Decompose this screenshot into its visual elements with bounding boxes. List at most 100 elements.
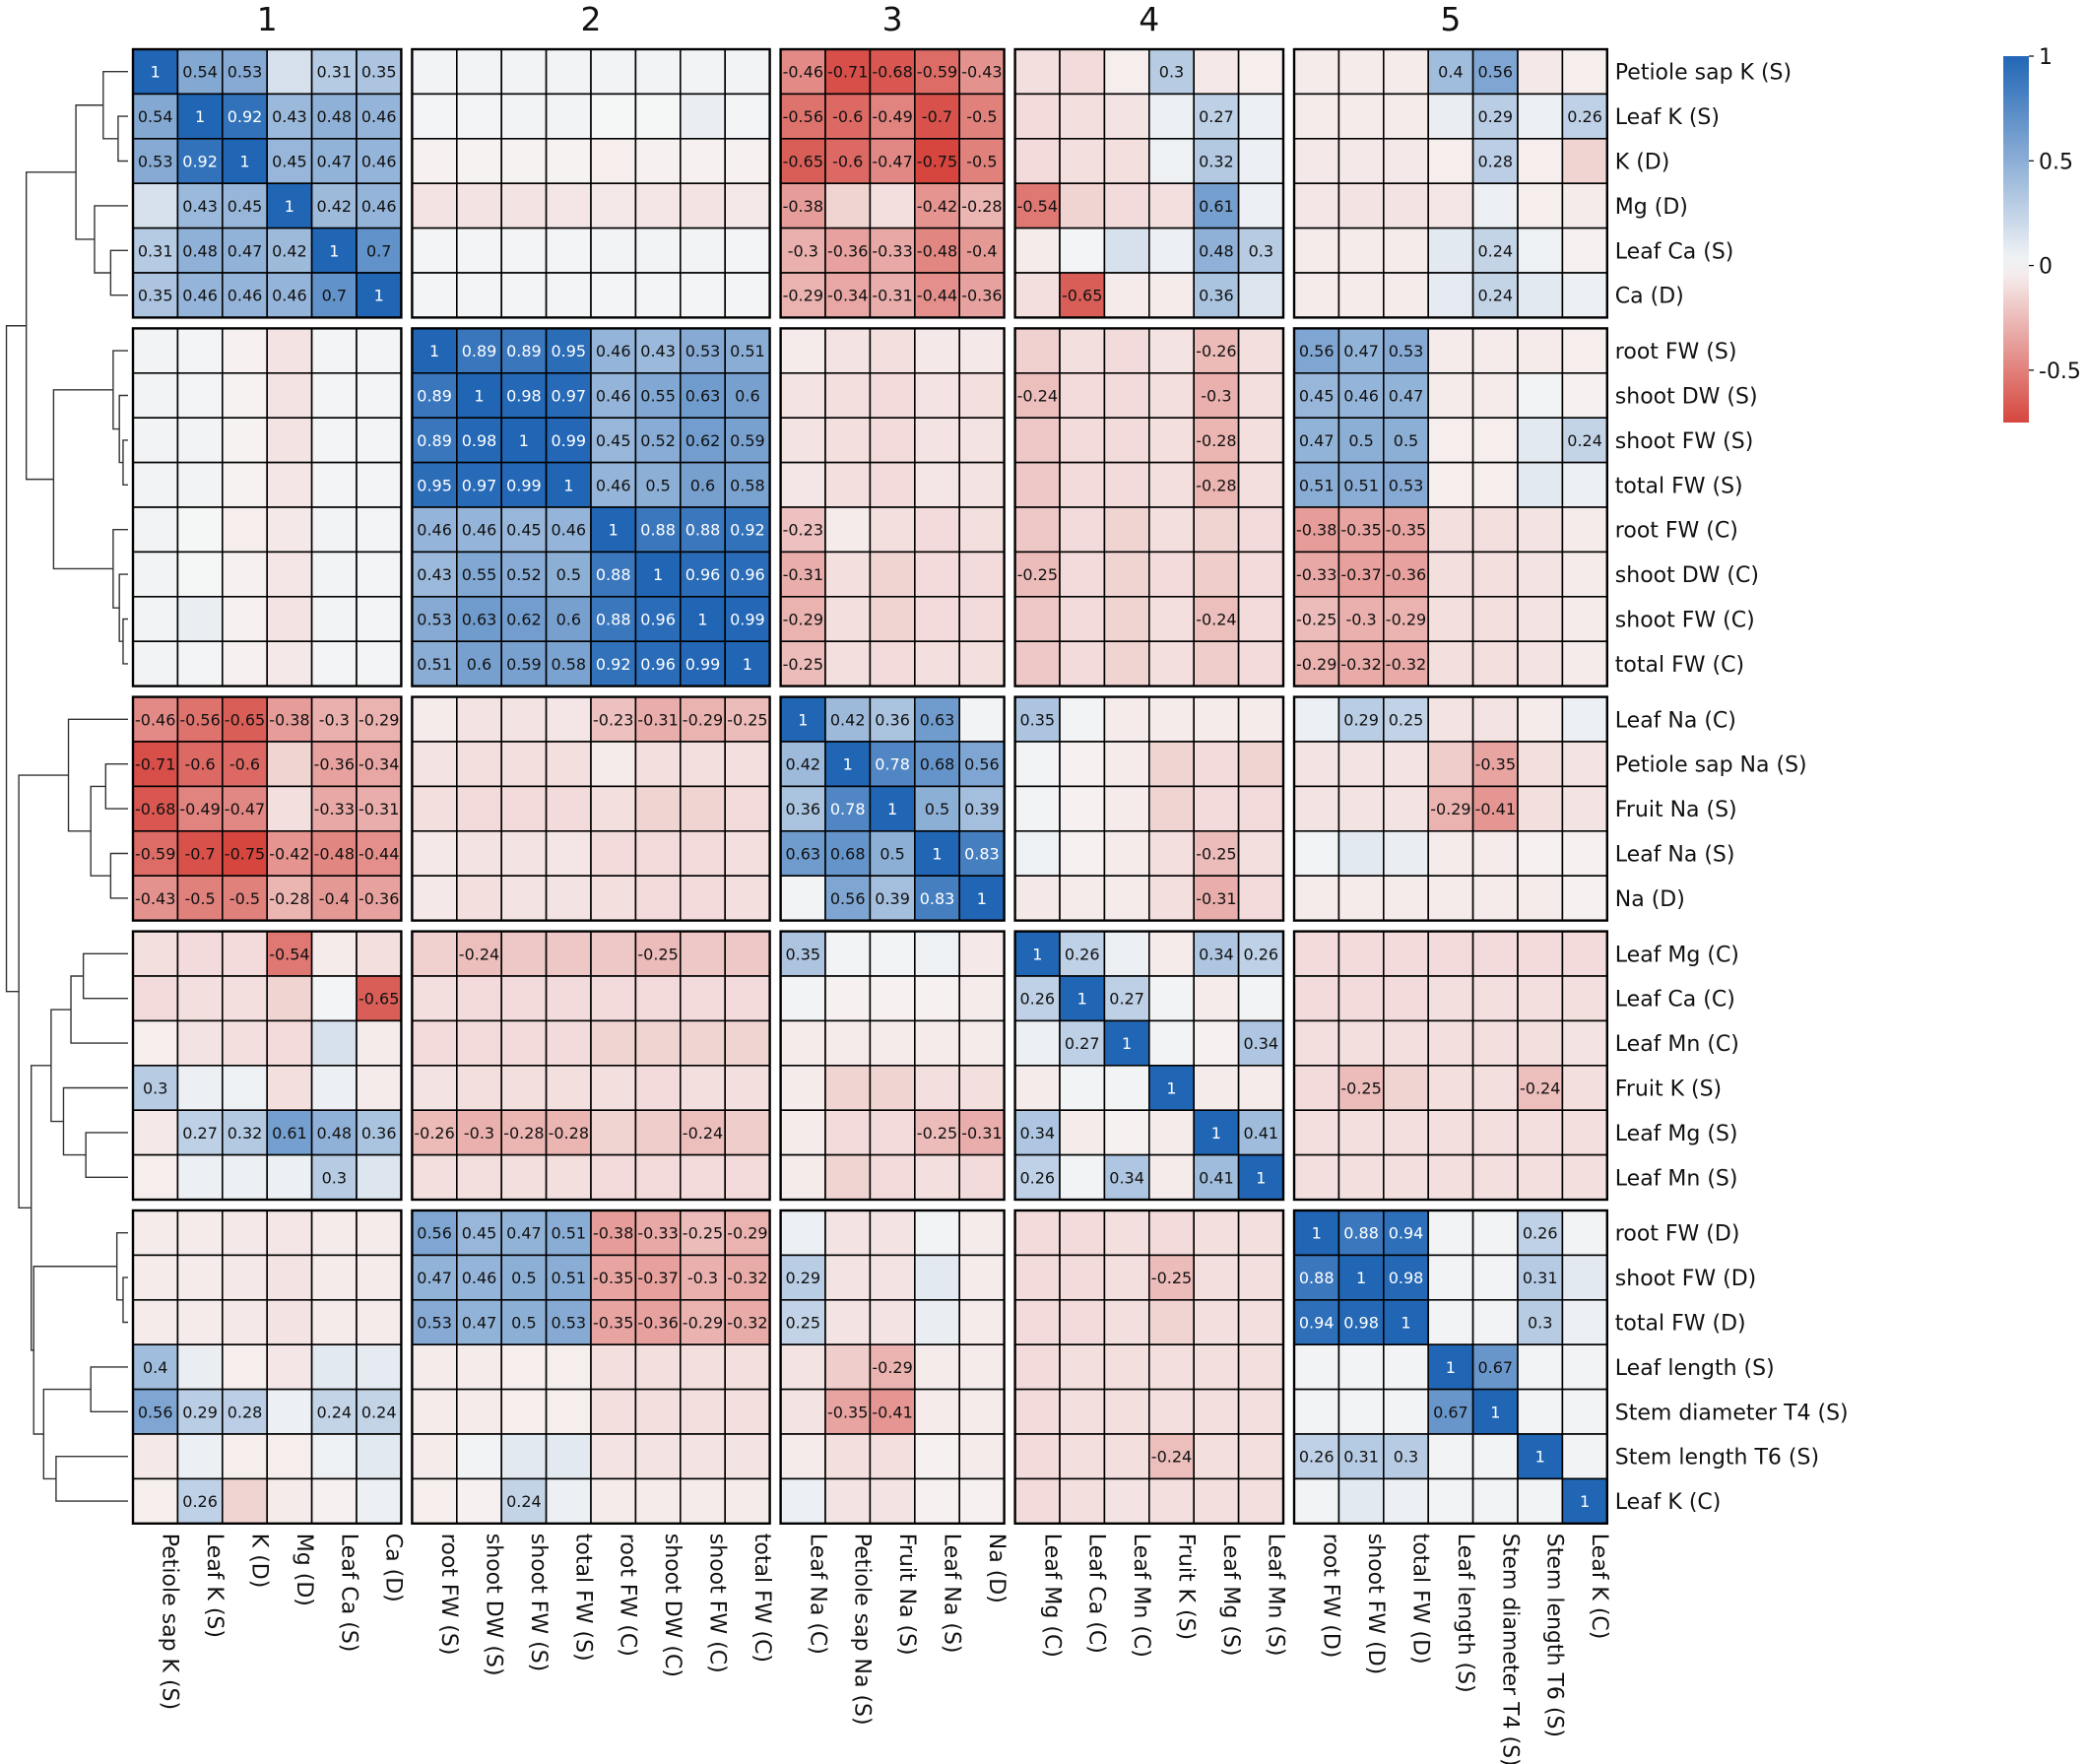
cell-value-label: 0.48 xyxy=(1199,241,1234,260)
heatmap-cell xyxy=(411,975,458,1022)
heatmap-cell xyxy=(1383,551,1430,598)
heatmap-cell xyxy=(679,595,726,642)
cell-value-label: -0.41 xyxy=(1475,800,1516,818)
heatmap-cell xyxy=(222,417,269,464)
cell-value-label: 1 xyxy=(474,387,484,406)
cell-value-label: 0.28 xyxy=(228,1403,263,1421)
heatmap-cell xyxy=(1059,1209,1106,1257)
heatmap-cell xyxy=(1293,461,1340,508)
heatmap-cell xyxy=(590,1109,637,1156)
heatmap-cell xyxy=(455,227,502,274)
heatmap-cell xyxy=(455,1254,502,1301)
heatmap-cell xyxy=(1013,1433,1061,1480)
cell-value-label: 0.35 xyxy=(1019,710,1055,729)
heatmap-cell xyxy=(913,461,960,508)
cluster-block xyxy=(779,1209,1006,1525)
heatmap-cell xyxy=(310,1299,358,1346)
cell-value-label: -0.3 xyxy=(464,1124,494,1143)
heatmap-cell xyxy=(1337,371,1385,419)
cell-value-label: 1 xyxy=(1535,1448,1545,1467)
heatmap-cell xyxy=(1193,1065,1240,1112)
heatmap-cell xyxy=(356,1065,403,1112)
heatmap-cell xyxy=(824,551,872,598)
cell-value-label: 0.53 xyxy=(138,153,173,171)
column-label: Stem length T6 (S) xyxy=(1542,1534,1567,1737)
heatmap-cell xyxy=(913,182,960,229)
heatmap-cell xyxy=(500,461,548,508)
cell-value-label: 0.99 xyxy=(730,611,765,629)
heatmap-cell xyxy=(310,875,358,922)
heatmap-cell xyxy=(1059,506,1106,554)
heatmap-cell xyxy=(455,1388,502,1435)
heatmap-cell xyxy=(634,1109,682,1156)
cell-value-label: 0.47 xyxy=(506,1224,542,1243)
cell-value-label: 0.63 xyxy=(785,845,820,864)
heatmap-cell xyxy=(958,930,1006,977)
row-label: shoot FW (D) xyxy=(1615,1267,1756,1291)
heatmap-cell xyxy=(1059,138,1106,185)
heatmap-cell xyxy=(1013,506,1061,554)
heatmap-cell xyxy=(1383,1065,1430,1112)
cell-value-label: 1 xyxy=(1580,1492,1590,1511)
heatmap-cell xyxy=(1059,1388,1106,1435)
heatmap-cell xyxy=(958,1254,1006,1301)
cell-value-label: 1 xyxy=(932,845,942,864)
heatmap-cell xyxy=(1059,1477,1106,1525)
cell-value-label: -0.5 xyxy=(229,889,260,908)
cell-value-label: 0.83 xyxy=(920,889,955,908)
cell-value-label: 0.5 xyxy=(880,845,904,864)
cell-value-label: 0.34 xyxy=(1019,1124,1055,1143)
heatmap-cell xyxy=(590,1388,637,1435)
heatmap-cell xyxy=(1237,417,1284,464)
heatmap-cell xyxy=(1103,1433,1150,1480)
column-label: Leaf Na (C) xyxy=(805,1534,829,1655)
heatmap-cell xyxy=(500,48,548,96)
heatmap-cell xyxy=(1427,227,1474,274)
heatmap-cell xyxy=(222,595,269,642)
heatmap-cell xyxy=(1148,327,1196,374)
cell-value-label: -0.28 xyxy=(1196,431,1236,450)
cell-value-label: 0.26 xyxy=(1019,1168,1055,1187)
heatmap-cell xyxy=(455,785,502,832)
heatmap-cell xyxy=(411,595,458,642)
heatmap-cell xyxy=(545,1388,592,1435)
heatmap-cell xyxy=(1471,930,1519,977)
heatmap-cell xyxy=(1471,506,1519,554)
heatmap-cell xyxy=(545,975,592,1022)
heatmap-cell xyxy=(310,930,358,977)
heatmap-cell xyxy=(132,785,179,832)
cell-value-label: -0.34 xyxy=(359,755,399,774)
cell-value-label: 0.36 xyxy=(1199,287,1234,305)
cell-value-label: 0.61 xyxy=(272,1124,307,1143)
heatmap-cell xyxy=(1237,695,1284,743)
heatmap-cell xyxy=(1103,1477,1150,1525)
heatmap-cell xyxy=(411,272,458,319)
row-label: shoot DW (S) xyxy=(1615,385,1758,410)
heatmap-cell xyxy=(1148,417,1196,464)
cell-value-label: 0.46 xyxy=(272,287,307,305)
heatmap-cell xyxy=(1148,695,1196,743)
cell-value-label: 0.36 xyxy=(875,710,910,729)
heatmap-cell xyxy=(634,182,682,229)
cell-value-label: -0.3 xyxy=(788,241,818,260)
heatmap-cell xyxy=(132,1109,179,1156)
cell-value-label: 0.27 xyxy=(1065,1034,1100,1053)
heatmap-cell xyxy=(869,182,916,229)
heatmap-cell xyxy=(356,327,403,374)
cell-value-label: 0.46 xyxy=(182,287,218,305)
row-label: Na (D) xyxy=(1615,887,1685,912)
heatmap-cell xyxy=(545,930,592,977)
cell-value-label: 0.46 xyxy=(228,287,263,305)
cell-value-label: 0.51 xyxy=(417,655,452,674)
heatmap-cell xyxy=(679,741,726,788)
column-label: Leaf Ca (C) xyxy=(1084,1534,1109,1654)
dendrogram-branch xyxy=(70,975,128,1044)
heatmap-cell xyxy=(779,551,826,598)
cell-value-label: 0.45 xyxy=(462,1224,497,1243)
row-label: Leaf K (C) xyxy=(1615,1490,1722,1515)
heatmap-cell xyxy=(1103,138,1150,185)
cell-value-label: -0.35 xyxy=(1386,521,1426,540)
heatmap-cell xyxy=(724,272,771,319)
cell-value-label: -0.71 xyxy=(135,755,175,774)
